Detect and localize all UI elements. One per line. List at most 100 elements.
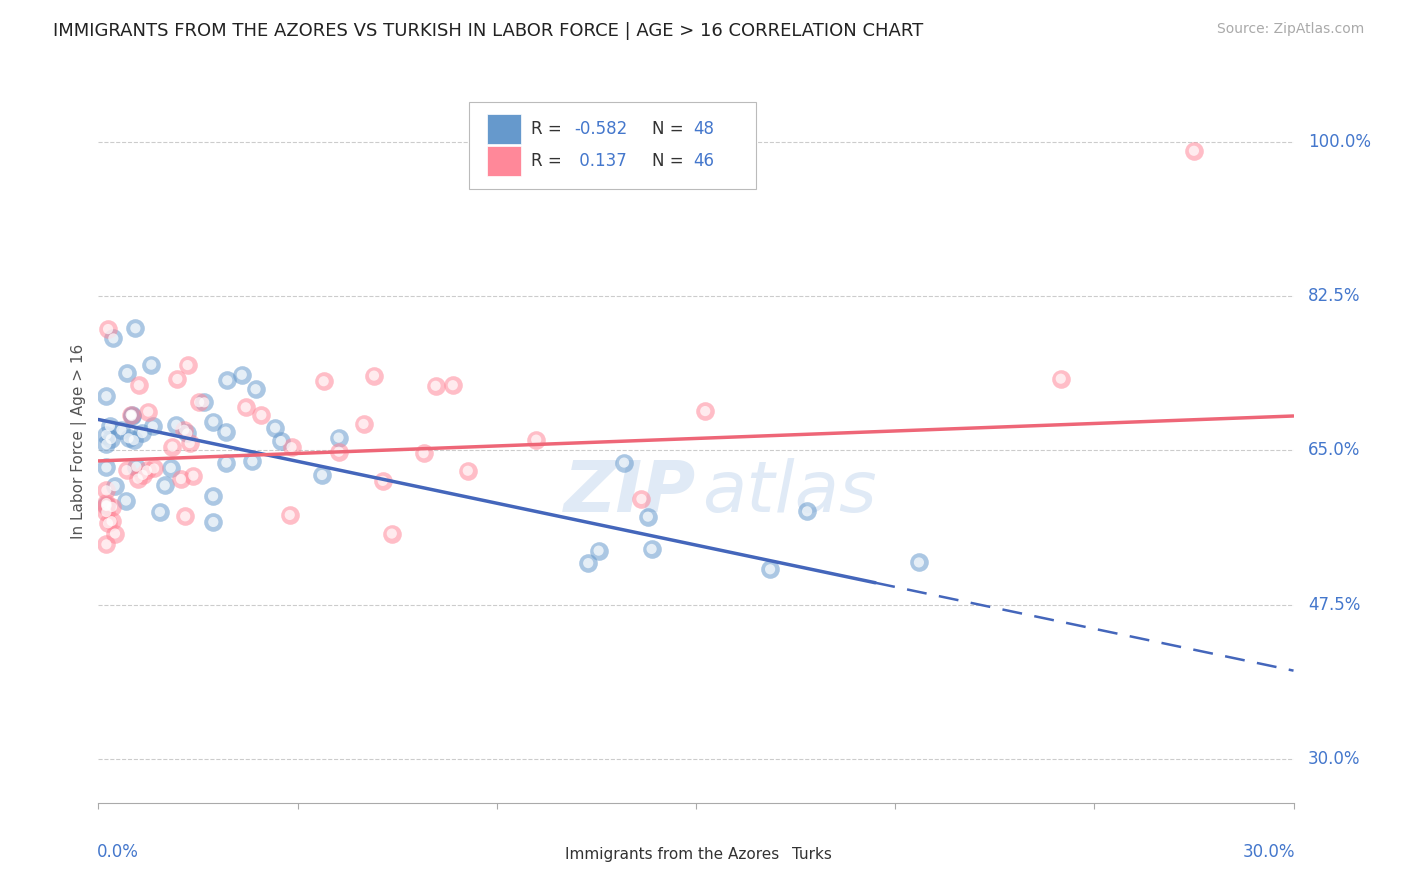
Point bbox=[124, 321, 146, 335]
Point bbox=[280, 440, 302, 454]
Text: R =: R = bbox=[531, 120, 567, 137]
Point bbox=[128, 378, 150, 392]
Point bbox=[176, 426, 198, 441]
Point bbox=[115, 463, 138, 477]
Point bbox=[100, 514, 122, 528]
Point bbox=[796, 504, 818, 518]
Point bbox=[170, 472, 193, 486]
Point bbox=[153, 478, 176, 492]
Text: 30.0%: 30.0% bbox=[1243, 843, 1295, 861]
Text: Source: ZipAtlas.com: Source: ZipAtlas.com bbox=[1216, 22, 1364, 37]
FancyBboxPatch shape bbox=[754, 842, 785, 868]
Point bbox=[121, 408, 143, 422]
Point bbox=[96, 427, 118, 442]
Point bbox=[120, 408, 142, 422]
Point bbox=[96, 505, 118, 519]
Point bbox=[121, 409, 143, 423]
Point bbox=[217, 373, 239, 387]
Point bbox=[588, 543, 610, 558]
Point bbox=[441, 378, 464, 392]
Point bbox=[231, 368, 253, 382]
Point bbox=[96, 498, 118, 512]
Point bbox=[103, 331, 125, 345]
Point bbox=[96, 389, 118, 403]
Point bbox=[613, 456, 636, 470]
Point bbox=[235, 401, 257, 415]
Point bbox=[613, 456, 636, 470]
Point bbox=[240, 454, 263, 468]
Point bbox=[193, 395, 215, 409]
Point bbox=[96, 389, 118, 403]
Point bbox=[174, 509, 197, 524]
Point bbox=[142, 419, 165, 434]
Point bbox=[142, 419, 165, 434]
Point bbox=[117, 431, 139, 445]
Point bbox=[425, 378, 447, 392]
Point bbox=[128, 378, 150, 392]
Point bbox=[588, 543, 610, 558]
Point bbox=[121, 409, 143, 423]
Point bbox=[311, 467, 333, 482]
Point bbox=[166, 372, 188, 386]
Point bbox=[412, 446, 434, 460]
Point bbox=[215, 456, 238, 470]
Point bbox=[188, 395, 211, 409]
Point bbox=[149, 505, 172, 519]
Point bbox=[96, 496, 118, 510]
FancyBboxPatch shape bbox=[526, 842, 557, 868]
FancyBboxPatch shape bbox=[486, 113, 522, 144]
Point bbox=[136, 404, 159, 418]
Point bbox=[122, 433, 145, 447]
Point bbox=[328, 431, 350, 445]
Point bbox=[908, 556, 931, 570]
Point bbox=[695, 404, 717, 418]
Point bbox=[101, 500, 124, 514]
Point bbox=[162, 440, 184, 454]
Y-axis label: In Labor Force | Age > 16: In Labor Force | Age > 16 bbox=[72, 344, 87, 539]
Point bbox=[328, 444, 350, 458]
Text: 82.5%: 82.5% bbox=[1308, 287, 1361, 305]
Point bbox=[97, 322, 120, 336]
Point bbox=[176, 358, 198, 372]
Point bbox=[637, 509, 659, 524]
Point bbox=[125, 459, 148, 474]
Point bbox=[115, 366, 138, 380]
Point bbox=[96, 499, 118, 513]
Point bbox=[240, 454, 263, 468]
Point bbox=[122, 433, 145, 447]
Point bbox=[165, 417, 187, 432]
Point bbox=[162, 440, 184, 454]
Point bbox=[630, 491, 652, 506]
Text: -0.582: -0.582 bbox=[574, 120, 627, 137]
Point bbox=[117, 431, 139, 445]
Point bbox=[173, 423, 195, 437]
Point bbox=[202, 489, 225, 503]
Point bbox=[759, 562, 782, 576]
Point bbox=[96, 505, 118, 519]
Point bbox=[96, 460, 118, 475]
Point bbox=[173, 423, 195, 437]
Point bbox=[202, 515, 225, 529]
Point bbox=[312, 374, 335, 388]
Text: IMMIGRANTS FROM THE AZORES VS TURKISH IN LABOR FORCE | AGE > 16 CORRELATION CHAR: IMMIGRANTS FROM THE AZORES VS TURKISH IN… bbox=[53, 22, 924, 40]
Point bbox=[524, 433, 547, 447]
Point bbox=[441, 378, 464, 392]
Text: N =: N = bbox=[652, 120, 689, 137]
Point bbox=[328, 431, 350, 445]
Point bbox=[217, 373, 239, 387]
Point bbox=[640, 541, 662, 556]
Point bbox=[312, 374, 335, 388]
Point bbox=[96, 498, 118, 512]
Text: 30.0%: 30.0% bbox=[1308, 750, 1361, 768]
Point bbox=[125, 459, 148, 474]
FancyBboxPatch shape bbox=[470, 102, 756, 189]
Point bbox=[1182, 144, 1205, 158]
Point bbox=[381, 526, 404, 541]
Point bbox=[311, 467, 333, 482]
Point bbox=[131, 426, 153, 441]
Point bbox=[98, 419, 121, 434]
Point bbox=[132, 467, 155, 482]
Point bbox=[96, 427, 118, 442]
Point bbox=[412, 446, 434, 460]
Point bbox=[183, 468, 205, 483]
